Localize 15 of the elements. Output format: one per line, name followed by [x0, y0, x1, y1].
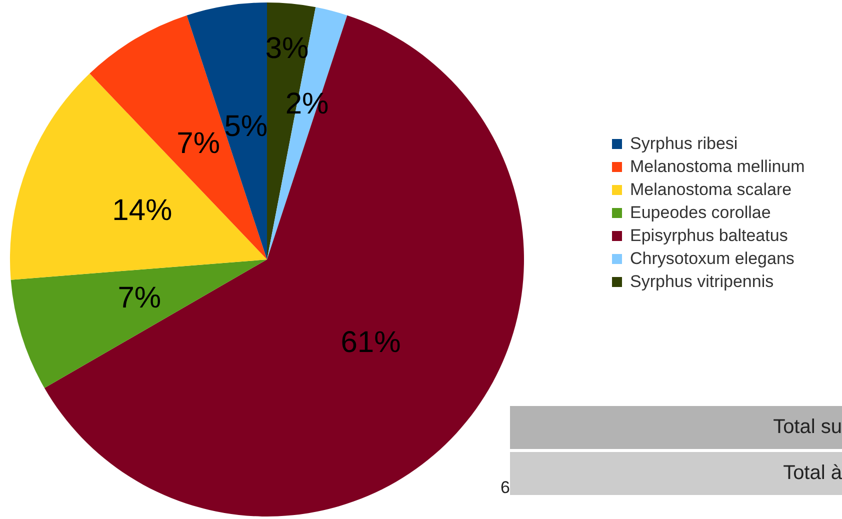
legend-label: Melanostoma mellinum — [630, 156, 805, 176]
text: Total su — [510, 406, 842, 449]
legend-label: Syrphus vitripennis — [630, 272, 774, 292]
legend-label: Chrysotoxum elegans — [630, 248, 794, 268]
text: 6 — [500, 477, 510, 499]
data-label: 61% — [340, 326, 401, 360]
text: Total à — [510, 452, 842, 495]
legend-label: Eupeodes corollae — [630, 202, 771, 222]
legend-label: Episyrphus balteatus — [630, 226, 788, 246]
data-label: 7% — [118, 281, 162, 314]
data-label: 7% — [176, 127, 220, 160]
legend-label: Melanostoma scalare — [630, 180, 792, 200]
data-label: 14% — [112, 194, 172, 228]
legend-label: Syrphus ribesi — [630, 134, 738, 154]
data-label: 5% — [224, 110, 268, 143]
